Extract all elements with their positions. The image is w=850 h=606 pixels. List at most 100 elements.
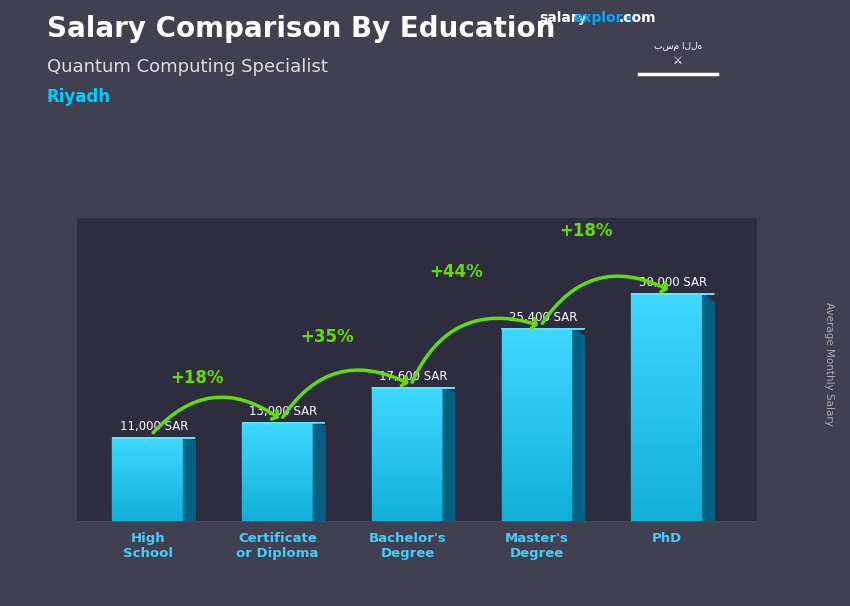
Bar: [112, 513, 184, 517]
Bar: [242, 423, 314, 428]
Bar: [242, 516, 314, 521]
Bar: [632, 294, 703, 305]
Text: Riyadh: Riyadh: [47, 88, 110, 106]
Bar: [502, 338, 573, 348]
FancyArrowPatch shape: [542, 276, 666, 324]
Bar: [371, 415, 443, 421]
Bar: [112, 442, 184, 446]
Bar: [371, 474, 443, 481]
Bar: [371, 494, 443, 501]
Bar: [242, 482, 314, 487]
Bar: [632, 476, 703, 487]
Bar: [632, 430, 703, 442]
Text: +35%: +35%: [300, 328, 354, 346]
Bar: [632, 407, 703, 419]
Bar: [371, 514, 443, 521]
Polygon shape: [184, 438, 196, 521]
Bar: [632, 453, 703, 464]
Bar: [242, 457, 314, 462]
Bar: [242, 477, 314, 482]
Bar: [242, 496, 314, 502]
Bar: [502, 328, 573, 338]
Bar: [112, 459, 184, 463]
Bar: [632, 305, 703, 316]
Bar: [112, 454, 184, 459]
Polygon shape: [443, 388, 455, 521]
Bar: [242, 487, 314, 491]
Bar: [242, 472, 314, 477]
Bar: [502, 454, 573, 464]
Bar: [632, 487, 703, 498]
FancyArrowPatch shape: [153, 397, 277, 433]
Bar: [242, 438, 314, 442]
Bar: [502, 425, 573, 435]
Bar: [371, 408, 443, 415]
Bar: [502, 396, 573, 406]
Bar: [371, 488, 443, 494]
Bar: [371, 454, 443, 461]
Text: +18%: +18%: [170, 369, 224, 387]
Bar: [371, 448, 443, 454]
Text: +18%: +18%: [559, 222, 613, 240]
Text: Salary Comparison By Education: Salary Comparison By Education: [47, 15, 555, 43]
Bar: [632, 339, 703, 351]
Bar: [502, 367, 573, 377]
Bar: [632, 362, 703, 373]
Bar: [242, 442, 314, 447]
Bar: [632, 373, 703, 385]
Bar: [112, 471, 184, 475]
Bar: [242, 447, 314, 452]
Bar: [632, 396, 703, 407]
Bar: [112, 496, 184, 501]
Bar: [112, 450, 184, 454]
Bar: [502, 377, 573, 387]
Bar: [502, 473, 573, 482]
Text: +44%: +44%: [429, 263, 483, 281]
Bar: [112, 475, 184, 479]
Text: ⚔: ⚔: [673, 56, 683, 65]
Bar: [242, 428, 314, 433]
Bar: [112, 463, 184, 467]
Text: 25,400 SAR: 25,400 SAR: [509, 311, 577, 324]
Bar: [632, 385, 703, 396]
Bar: [242, 511, 314, 516]
Bar: [632, 510, 703, 521]
Bar: [502, 502, 573, 511]
Bar: [371, 421, 443, 428]
Text: 30,000 SAR: 30,000 SAR: [638, 276, 707, 290]
Text: explorer: explorer: [574, 11, 639, 25]
Bar: [112, 492, 184, 496]
Bar: [632, 316, 703, 328]
FancyArrowPatch shape: [412, 318, 536, 382]
Bar: [371, 441, 443, 448]
Bar: [242, 433, 314, 438]
Bar: [502, 464, 573, 473]
Bar: [242, 452, 314, 457]
Text: بسم الله: بسم الله: [654, 42, 702, 52]
Bar: [371, 395, 443, 401]
Bar: [371, 435, 443, 441]
Text: 17,600 SAR: 17,600 SAR: [379, 370, 447, 383]
Bar: [632, 442, 703, 453]
Bar: [112, 504, 184, 508]
Bar: [632, 419, 703, 430]
Bar: [112, 438, 184, 442]
Polygon shape: [314, 423, 325, 521]
Bar: [632, 498, 703, 510]
Bar: [112, 488, 184, 492]
Bar: [112, 517, 184, 521]
Bar: [112, 508, 184, 513]
Bar: [371, 501, 443, 508]
Bar: [632, 351, 703, 362]
Bar: [112, 446, 184, 450]
Text: Average Monthly Salary: Average Monthly Salary: [824, 302, 834, 425]
Bar: [502, 444, 573, 454]
Bar: [371, 481, 443, 488]
Text: .com: .com: [619, 11, 656, 25]
Bar: [371, 401, 443, 408]
Text: salary: salary: [540, 11, 587, 25]
Bar: [632, 328, 703, 339]
Polygon shape: [703, 294, 714, 521]
Bar: [371, 461, 443, 468]
Bar: [112, 479, 184, 484]
